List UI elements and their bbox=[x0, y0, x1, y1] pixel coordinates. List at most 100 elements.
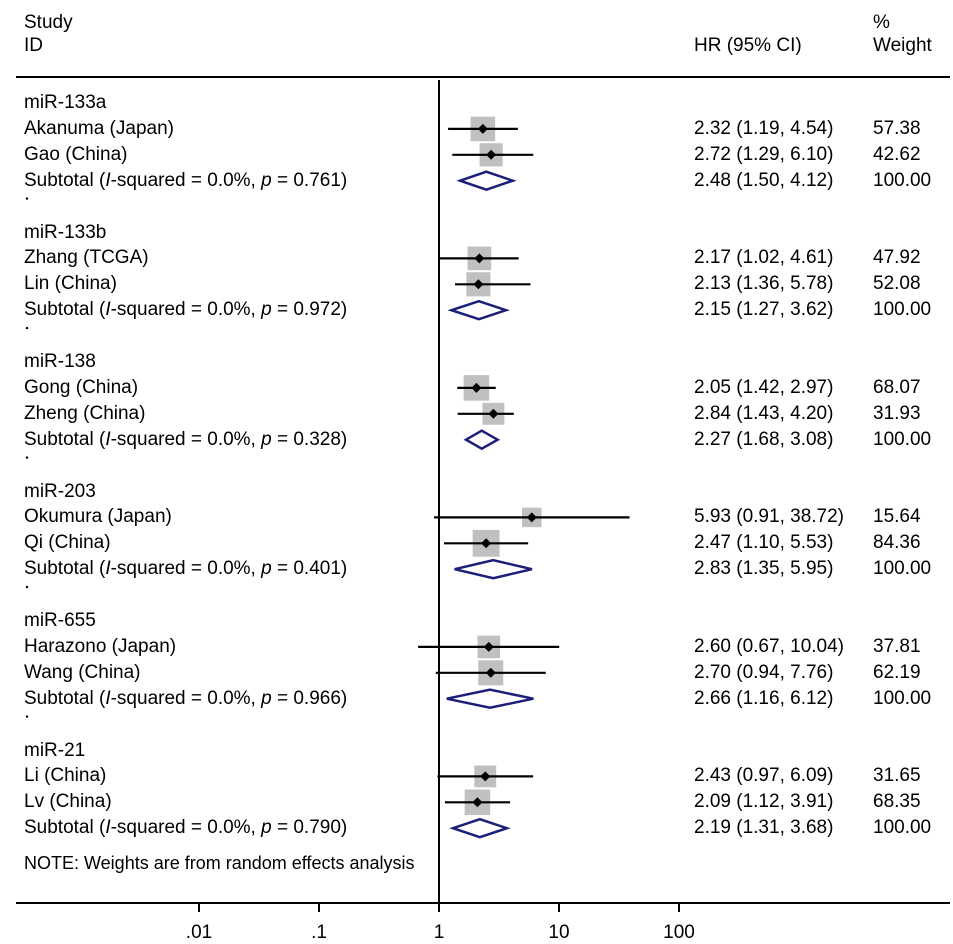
subtotal-mid: -squared = 0.0%, bbox=[110, 299, 262, 321]
group-label: miR-21 bbox=[24, 739, 86, 761]
subtotal-p: p bbox=[261, 687, 272, 709]
point-estimate bbox=[486, 149, 497, 160]
point-estimate bbox=[473, 279, 484, 290]
subtotal-label: Subtotal (I-squared = 0.0%, p = 0.328) bbox=[24, 428, 348, 450]
spacer-dot bbox=[25, 326, 29, 330]
subtotal-tail: = 0.790) bbox=[271, 817, 348, 839]
spacer-dot bbox=[25, 715, 29, 718]
study-weight: 42.62 bbox=[873, 143, 921, 165]
subtotal-label: Subtotal (I-squared = 0.0%, p = 0.761) bbox=[24, 169, 348, 191]
subtotal-mid: -squared = 0.0%, bbox=[110, 169, 262, 191]
study-weight: 84.36 bbox=[873, 532, 921, 554]
subtotal-weight: 100.00 bbox=[873, 687, 932, 709]
study-weight: 31.93 bbox=[873, 402, 921, 424]
study-weight: 37.81 bbox=[873, 635, 921, 657]
x-tick-label: 10 bbox=[548, 922, 570, 943]
group-label: miR-138 bbox=[24, 351, 96, 372]
subtotal-weight: 100.00 bbox=[873, 169, 932, 191]
study-weight: 31.65 bbox=[873, 765, 921, 787]
study-weight: 15.64 bbox=[873, 506, 921, 528]
study-hr-ci: 2.60 (0.67, 10.04) bbox=[694, 635, 844, 657]
group-label: miR-203 bbox=[24, 480, 96, 502]
subtotal-mid: -squared = 0.0%, bbox=[110, 558, 262, 580]
group-label: miR-133b bbox=[24, 221, 107, 243]
group-label: miR-655 bbox=[24, 610, 96, 631]
subtotal-i: I bbox=[105, 817, 111, 839]
study-label: Qi (China) bbox=[24, 532, 111, 554]
study-label: Okumura (Japan) bbox=[24, 506, 172, 528]
study-hr-ci: 2.70 (0.94, 7.76) bbox=[694, 661, 834, 683]
subtotal-p: p bbox=[261, 817, 272, 839]
spacer-dot bbox=[25, 585, 29, 589]
study-hr-ci: 2.47 (1.10, 5.53) bbox=[694, 532, 834, 554]
study-hr-ci: 2.72 (1.29, 6.10) bbox=[694, 143, 834, 165]
subtotal-diamond bbox=[456, 170, 517, 192]
study-hr-ci: 2.05 (1.42, 2.97) bbox=[694, 376, 834, 398]
point-estimate bbox=[483, 641, 494, 652]
study-label: Zhang (TCGA) bbox=[24, 247, 149, 269]
point-estimate bbox=[474, 253, 485, 264]
study-label: Gao (China) bbox=[24, 143, 128, 165]
study-label: Harazono (Japan) bbox=[24, 635, 177, 657]
subtotal-i: I bbox=[105, 169, 111, 191]
axis-line bbox=[16, 902, 950, 904]
study-label: Li (China) bbox=[24, 765, 107, 787]
study-label: Lv (China) bbox=[24, 791, 112, 813]
subtotal-hr-ci: 2.27 (1.68, 3.08) bbox=[694, 428, 834, 450]
subtotal-mid: -squared = 0.0%, bbox=[110, 687, 262, 709]
subtotal-tail: = 0.328) bbox=[271, 428, 348, 450]
point-estimate bbox=[485, 667, 496, 678]
subtotal-p: p bbox=[261, 169, 272, 191]
subtotal-i: I bbox=[105, 299, 111, 321]
header-weight-line2: Weight bbox=[873, 35, 932, 56]
subtotal-p: p bbox=[261, 428, 272, 450]
study-hr-ci: 2.13 (1.36, 5.78) bbox=[694, 273, 834, 295]
study-weight: 47.92 bbox=[873, 247, 921, 269]
subtotal-diamond bbox=[449, 817, 511, 839]
point-estimate bbox=[472, 797, 483, 808]
study-weight: 68.07 bbox=[873, 376, 921, 398]
study-hr-ci: 5.93 (0.91, 38.72) bbox=[694, 506, 844, 528]
subtotal-hr-ci: 2.15 (1.27, 3.62) bbox=[694, 299, 834, 321]
subtotal-prefix: Subtotal ( bbox=[24, 558, 106, 580]
subtotal-hr-ci: 2.66 (1.16, 6.12) bbox=[694, 687, 834, 709]
point-estimate bbox=[480, 771, 491, 782]
subtotal-prefix: Subtotal ( bbox=[24, 169, 106, 191]
subtotal-diamond bbox=[447, 299, 511, 321]
study-weight: 68.35 bbox=[873, 791, 921, 813]
header-hr: HR (95% CI) bbox=[694, 35, 802, 56]
subtotal-weight: 100.00 bbox=[873, 299, 932, 321]
subtotal-i: I bbox=[105, 558, 111, 580]
subtotal-hr-ci: 2.83 (1.35, 5.95) bbox=[694, 558, 834, 580]
subtotal-tail: = 0.761) bbox=[271, 169, 348, 191]
study-weight: 57.38 bbox=[873, 117, 921, 139]
point-estimate bbox=[481, 538, 492, 549]
group-label: miR-133a bbox=[24, 92, 107, 113]
subtotal-prefix: Subtotal ( bbox=[24, 817, 106, 839]
spacer-dot bbox=[25, 197, 29, 200]
point-estimate bbox=[488, 408, 499, 419]
header-study-line2: ID bbox=[24, 35, 43, 56]
subtotal-label: Subtotal (I-squared = 0.0%, p = 0.966) bbox=[24, 687, 348, 709]
header-study-line1: Study bbox=[24, 12, 73, 33]
subtotal-label: Subtotal (I-squared = 0.0%, p = 0.790) bbox=[24, 818, 347, 838]
study-label: Lin (China) bbox=[24, 273, 117, 295]
subtotal-mid: -squared = 0.0%, bbox=[110, 817, 262, 839]
subtotal-i: I bbox=[105, 428, 111, 450]
subtotal-weight: 100.00 bbox=[873, 428, 932, 450]
subtotal-tail: = 0.972) bbox=[271, 299, 348, 321]
study-label: Zheng (China) bbox=[24, 402, 146, 424]
study-label: Wang (China) bbox=[24, 661, 141, 683]
x-tick-label: .1 bbox=[311, 922, 327, 943]
study-hr-ci: 2.09 (1.12, 3.91) bbox=[694, 791, 834, 813]
subtotal-label: Subtotal (I-squared = 0.0%, p = 0.401) bbox=[24, 559, 347, 579]
subtotal-mid: -squared = 0.0%, bbox=[110, 428, 262, 450]
study-hr-ci: 2.84 (1.43, 4.20) bbox=[694, 402, 834, 424]
x-tick-label: .01 bbox=[185, 922, 213, 943]
subtotal-tail: = 0.966) bbox=[271, 687, 348, 709]
subtotal-diamond bbox=[454, 558, 533, 580]
subtotal-weight: 100.00 bbox=[873, 817, 932, 839]
subtotal-weight: 100.00 bbox=[873, 558, 932, 580]
spacer-dot bbox=[25, 456, 29, 459]
